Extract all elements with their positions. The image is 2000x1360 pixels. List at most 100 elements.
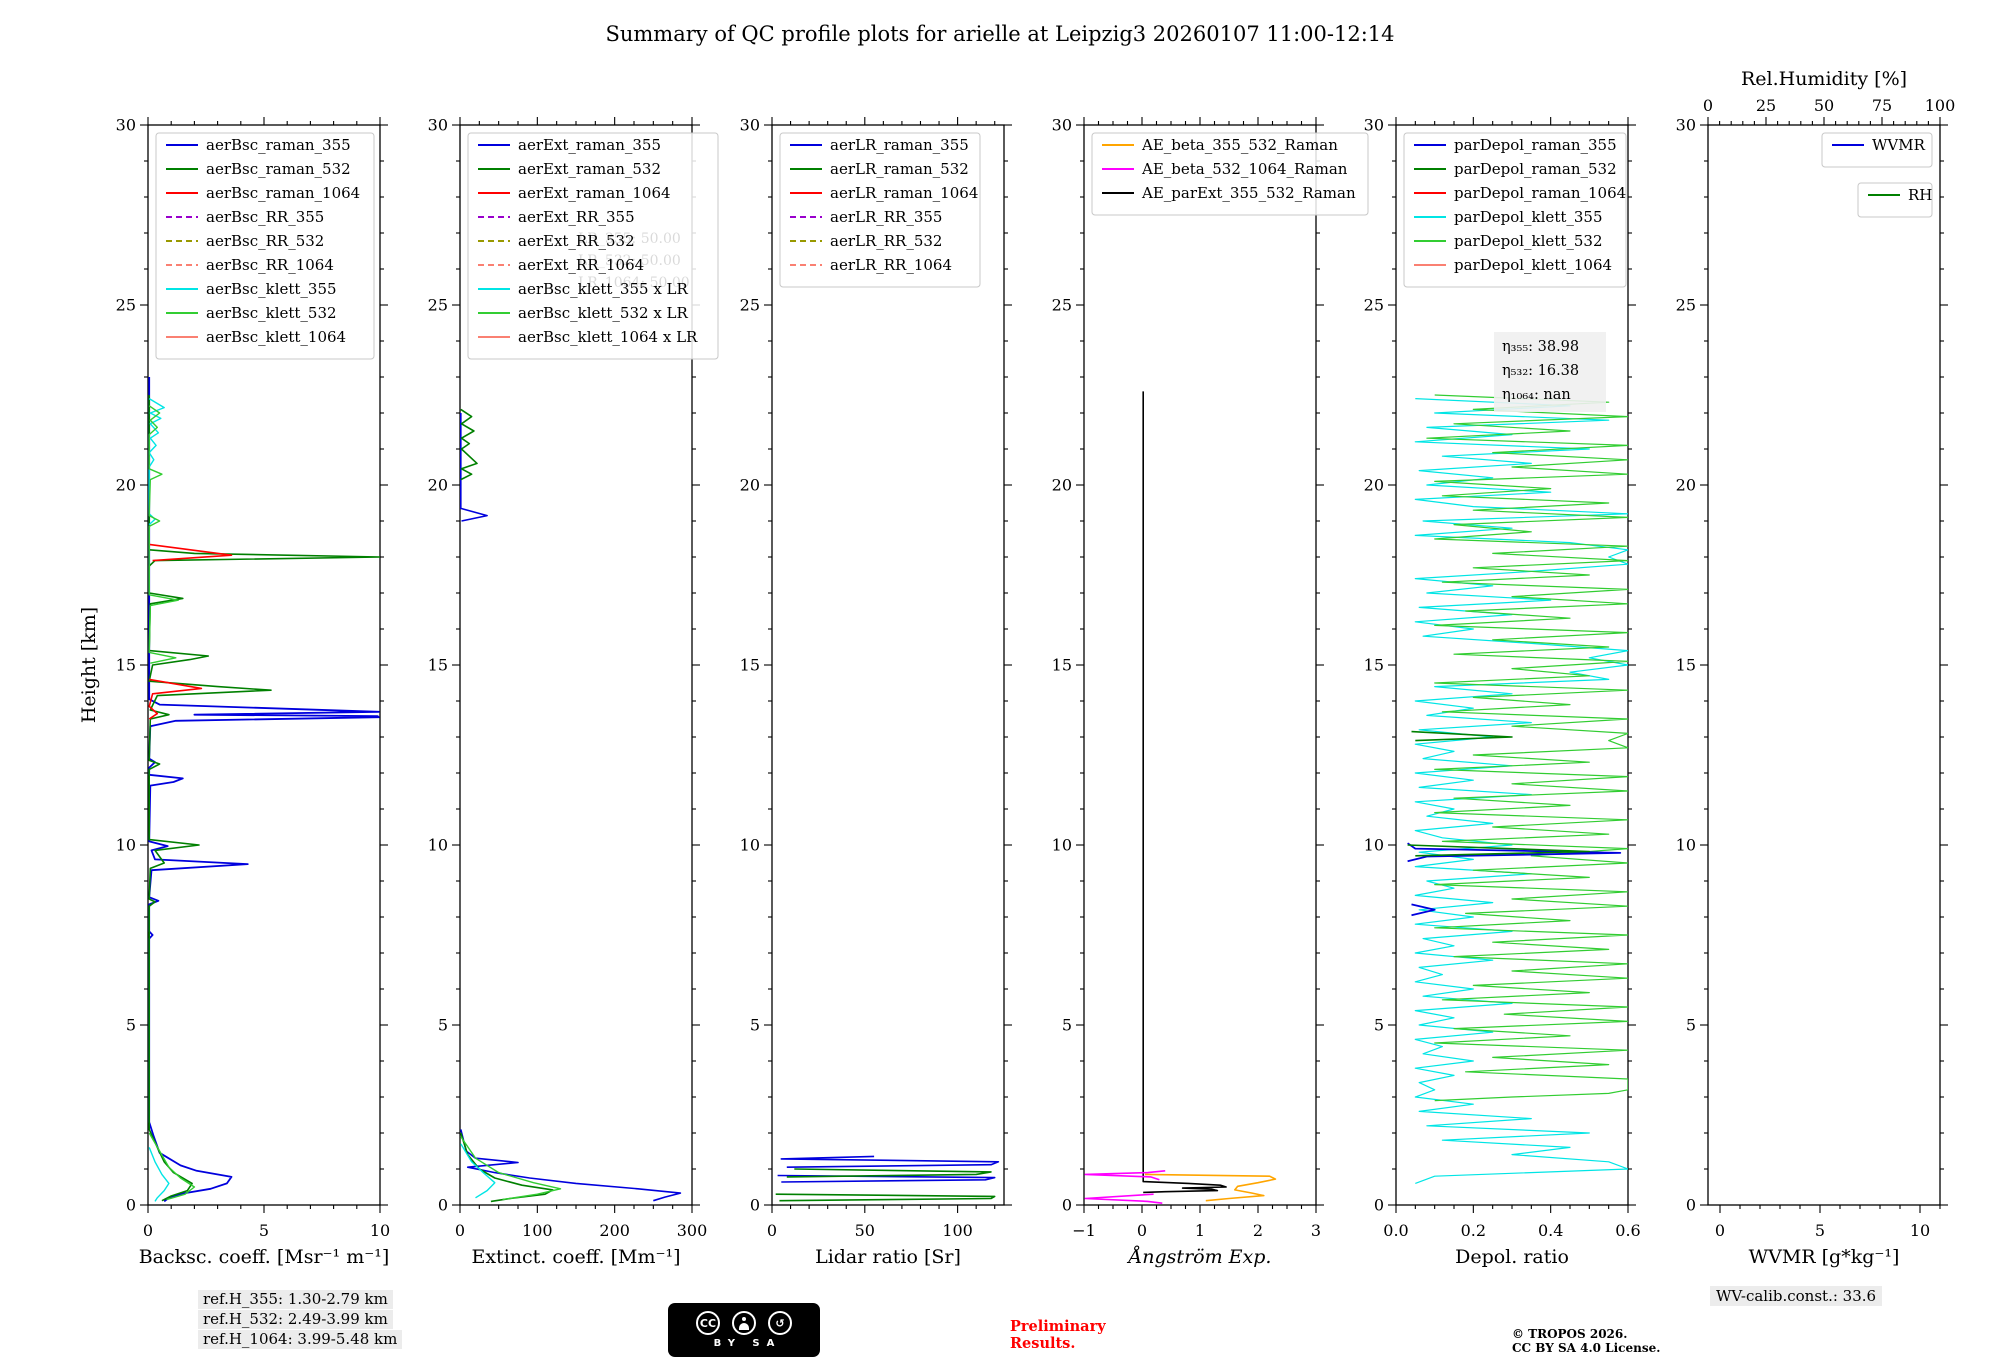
- top-tick-label: 0: [1703, 96, 1713, 115]
- legend-label: aerLR_raman_532: [830, 160, 969, 178]
- series-parDepol_raman_532: [1407, 730, 1591, 857]
- axes-frame: [1707, 124, 1941, 1206]
- y-tick-label: 25: [1676, 296, 1696, 315]
- legend-label: AE_beta_532_1064_Raman: [1141, 160, 1348, 178]
- x-tick-label: 1: [1195, 1221, 1205, 1240]
- panel-extinction: 0 100 200 300 0 5 10 15 20 25 30 Extinct. coeff. [M…: [428, 116, 719, 1268]
- y-tick-label: 5: [1686, 1016, 1696, 1035]
- top-tick-label: 50: [1814, 96, 1834, 115]
- cc-sa-arrow-icon: ↺: [768, 1311, 792, 1335]
- y-tick-label: 0: [1374, 1196, 1384, 1215]
- x-axis-label: Ångström Exp.: [1127, 1246, 1272, 1268]
- wv-calib-note: WV-calib.const.: 33.6: [1710, 1286, 1883, 1306]
- series-aerLR_raman_355: [777, 1155, 1000, 1183]
- series-aerBsc_klett_532: [148, 405, 196, 1201]
- legend-label: aerLR_RR_355: [830, 208, 942, 226]
- x-tick-label: 0.2: [1461, 1221, 1486, 1240]
- y-tick-label: 25: [1364, 296, 1384, 315]
- y-tick-label: 0: [1686, 1196, 1696, 1215]
- legend-label: parDepol_klett_355: [1454, 208, 1603, 226]
- legend-label: aerLR_raman_1064: [830, 184, 978, 202]
- ref-h-355: ref.H_355: 1.30-2.79 km: [198, 1290, 393, 1309]
- y-tick-label: 10: [1364, 836, 1384, 855]
- x-tick-label: 100: [522, 1221, 553, 1240]
- top-tick-label: 100: [1925, 96, 1956, 115]
- y-tick-label: 20: [428, 476, 448, 495]
- legend-box: [1821, 132, 1933, 168]
- x-tick-label: 0: [143, 1221, 153, 1240]
- x-tick-label: 10: [1910, 1221, 1930, 1240]
- x-tick-label: 50: [855, 1221, 875, 1240]
- y-tick-label: 15: [740, 656, 760, 675]
- x-axis-label: Backsc. coeff. [Msr⁻¹ m⁻¹]: [139, 1246, 390, 1268]
- series-parDepol_klett_532: [1426, 394, 1628, 1102]
- eta-annotation-box: [1494, 332, 1606, 412]
- legend-label: aerLR_RR_532: [830, 232, 942, 250]
- legend-box: [779, 132, 981, 288]
- x-tick-label: 3: [1311, 1221, 1321, 1240]
- x-tick-label: 5: [259, 1221, 269, 1240]
- legend-label: aerExt_raman_355: [518, 136, 661, 154]
- top-tick-label: 75: [1872, 96, 1892, 115]
- y-tick-label: 0: [750, 1196, 760, 1215]
- legend-label: aerBsc_RR_1064: [206, 256, 334, 274]
- y-tick-label: 5: [1374, 1016, 1384, 1035]
- preliminary-note: Preliminary Results.: [1010, 1318, 1106, 1352]
- y-tick-label: 0: [126, 1196, 136, 1215]
- legend-label: aerExt_RR_532: [518, 232, 635, 250]
- legend-label: aerExt_RR_355: [518, 208, 635, 226]
- legend-label: aerBsc_klett_1064: [206, 328, 346, 346]
- y-tick-label: 10: [428, 836, 448, 855]
- y-tick-label: 10: [1052, 836, 1072, 855]
- x-tick-label: 0.4: [1538, 1221, 1563, 1240]
- figure-title: Summary of QC profile plots for arielle …: [605, 22, 1395, 46]
- eta-annotation-line: η₁₀₆₄: nan: [1502, 387, 1571, 403]
- cc-license-badge: CC ↺ BY SA: [668, 1303, 820, 1357]
- legend-label: RH: [1908, 186, 1932, 204]
- x-axis-label: Depol. ratio: [1455, 1246, 1569, 1268]
- y-tick-label: 0: [438, 1196, 448, 1215]
- y-tick-label: 30: [116, 116, 136, 135]
- y-tick-label: 30: [740, 116, 760, 135]
- legend-label: aerExt_RR_1064: [518, 256, 644, 274]
- legend-label: aerExt_raman_532: [518, 160, 661, 178]
- x-tick-label: 10: [370, 1221, 390, 1240]
- top-axis-label: Rel.Humidity [%]: [1741, 68, 1907, 90]
- y-axis-label: Height [km]: [78, 607, 100, 723]
- y-tick-label: 30: [1676, 116, 1696, 135]
- series-AE_beta_355_532_Raman: [1144, 1173, 1277, 1202]
- series-aerBsc_klett_532_x_LR: [460, 1136, 562, 1201]
- y-tick-label: 15: [116, 656, 136, 675]
- legend-label: parDepol_raman_532: [1454, 160, 1617, 178]
- y-tick-label: 25: [740, 296, 760, 315]
- x-tick-label: 0: [455, 1221, 465, 1240]
- series-AE_beta_532_1064_Raman: [1084, 1170, 1166, 1204]
- y-tick-label: 30: [1364, 116, 1384, 135]
- y-tick-label: 10: [116, 836, 136, 855]
- y-tick-label: 20: [1364, 476, 1384, 495]
- legend-label: parDepol_klett_1064: [1454, 256, 1612, 274]
- series-AE_parExt_355_532_Raman: [1142, 391, 1227, 1194]
- legend-label: aerBsc_klett_355: [206, 280, 337, 298]
- legend-label: parDepol_raman_1064: [1454, 184, 1626, 202]
- legend-label: aerBsc_klett_532 x LR: [518, 304, 689, 322]
- y-tick-label: 15: [1676, 656, 1696, 675]
- series-aerBsc_klett_355_x_LR: [460, 1143, 496, 1199]
- legend-label: aerBsc_klett_532: [206, 304, 337, 322]
- x-tick-label: 0: [767, 1221, 777, 1240]
- x-tick-label: 2: [1253, 1221, 1263, 1240]
- y-tick-label: 10: [1676, 836, 1696, 855]
- top-tick-label: 25: [1756, 96, 1776, 115]
- legend-label: aerBsc_raman_1064: [206, 184, 360, 202]
- eta-annotation-line: η₅₃₂: 16.38: [1502, 363, 1579, 379]
- y-tick-label: 5: [1062, 1016, 1072, 1035]
- legend-box: [467, 132, 719, 360]
- legend-label: parDepol_klett_532: [1454, 232, 1603, 250]
- y-tick-label: 15: [1364, 656, 1384, 675]
- x-axis-label: Extinct. coeff. [Mm⁻¹]: [471, 1246, 680, 1268]
- reference-heights-note: ref.H_355: 1.30-2.79 km ref.H_532: 2.49-…: [198, 1290, 403, 1350]
- y-tick-label: 15: [428, 656, 448, 675]
